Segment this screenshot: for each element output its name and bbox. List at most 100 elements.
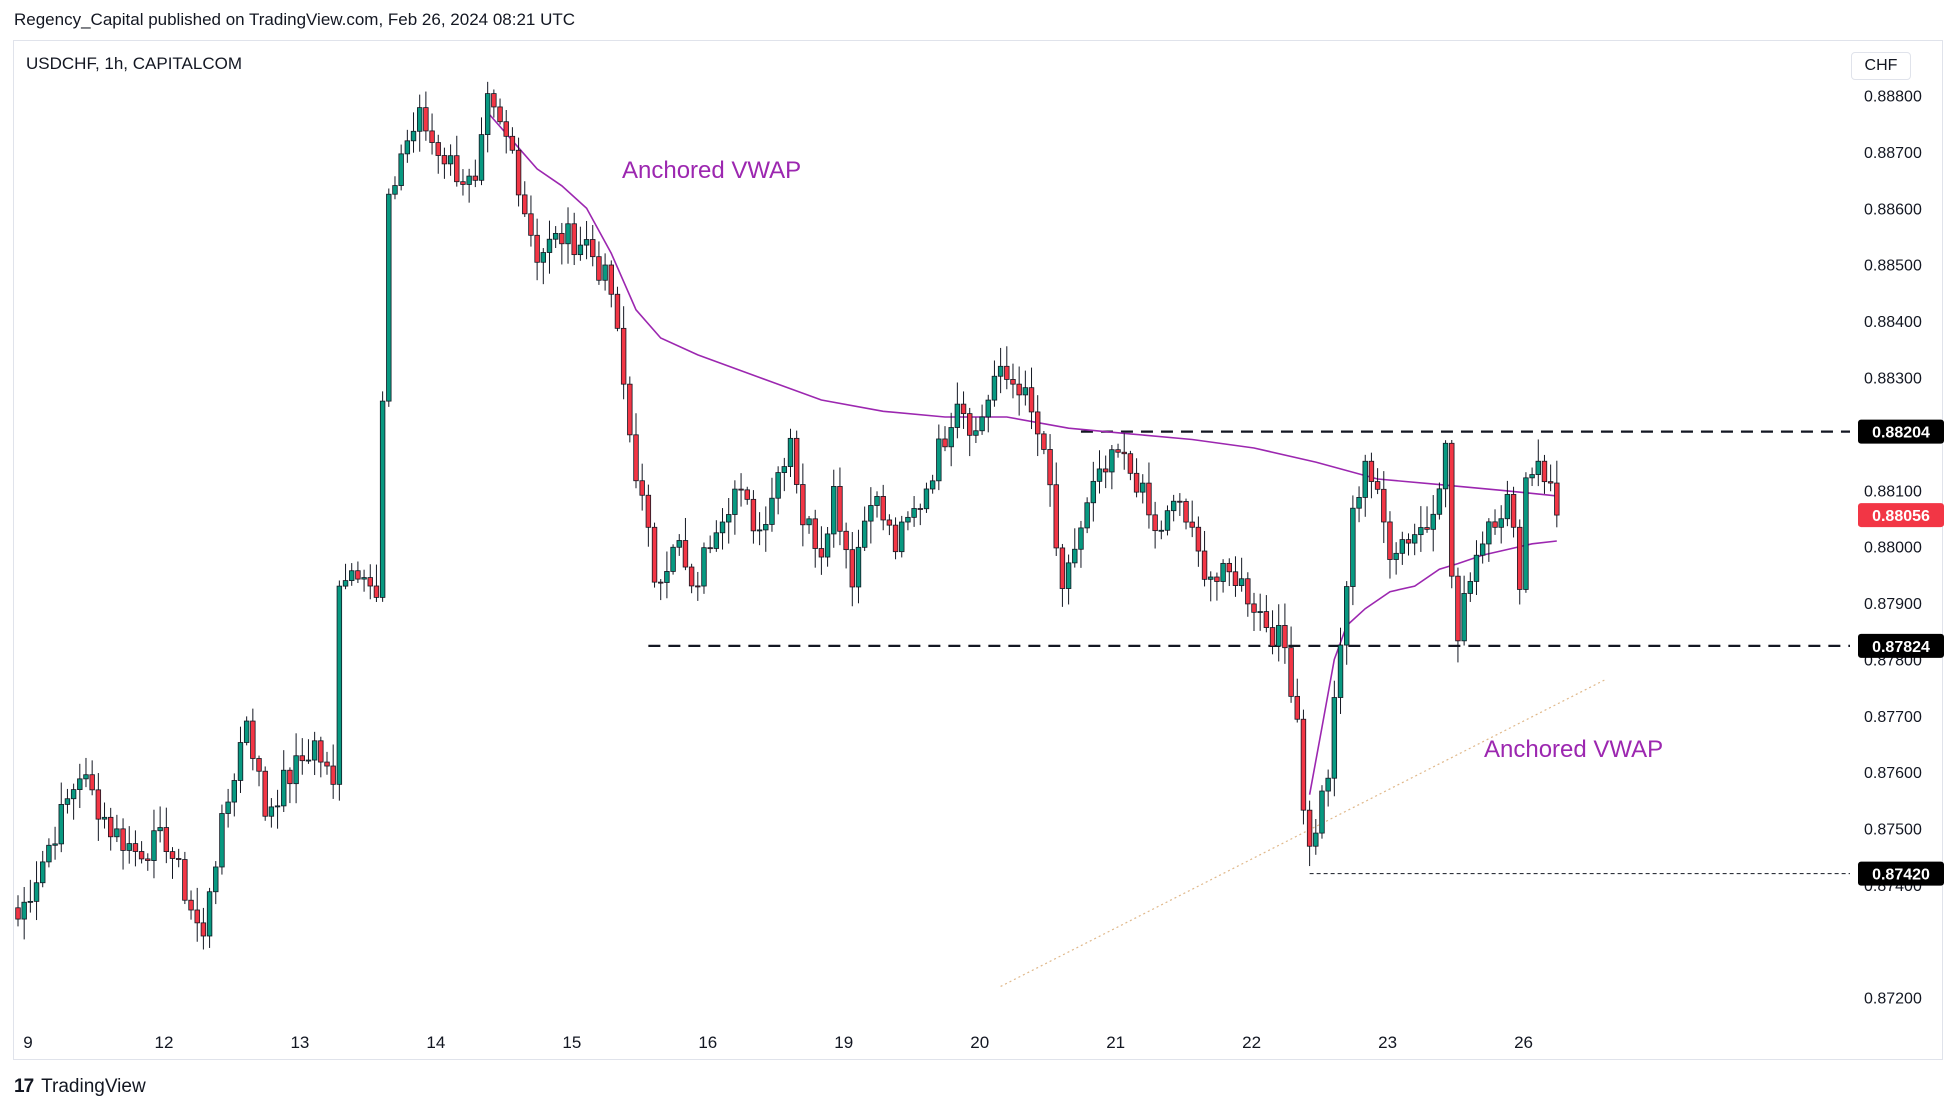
candle <box>101 802 108 829</box>
candle <box>546 220 553 274</box>
candle <box>46 838 52 868</box>
candle <box>342 563 349 590</box>
candle <box>1090 461 1097 522</box>
candle <box>318 736 324 778</box>
candle-body <box>719 521 726 534</box>
candle <box>145 853 151 871</box>
candle <box>769 477 775 532</box>
candle-body <box>460 181 466 185</box>
price-tick-label: 0.88700 <box>1864 145 1922 162</box>
candle <box>651 522 658 588</box>
candle <box>707 535 713 554</box>
currency-button[interactable]: CHF <box>1851 52 1911 80</box>
candle <box>726 498 732 544</box>
candle <box>1022 370 1029 406</box>
candle <box>1177 493 1183 516</box>
candle-body <box>194 909 200 924</box>
candle <box>1121 433 1127 470</box>
vwap-annotation-2: Anchored VWAP <box>1484 736 1663 763</box>
candle-body <box>781 466 788 473</box>
candle <box>1461 575 1467 646</box>
price-badge-bg <box>1858 861 1944 886</box>
candle <box>787 428 794 478</box>
candle <box>515 137 522 207</box>
candle <box>1245 572 1251 617</box>
candle-body <box>169 851 176 859</box>
candle-body <box>1319 790 1325 834</box>
candle-body <box>503 121 509 137</box>
candle <box>305 739 312 764</box>
candle-body <box>114 828 120 838</box>
price-badge-text: 0.87824 <box>1872 639 1930 656</box>
candle <box>880 484 886 531</box>
candle-body <box>559 232 565 245</box>
candle <box>175 848 182 868</box>
candle <box>169 847 176 879</box>
price-tick-label: 0.88800 <box>1864 89 1922 106</box>
candle-body <box>1053 484 1059 549</box>
candle-body <box>1201 550 1208 580</box>
candle-body <box>658 581 664 584</box>
candle <box>299 738 305 775</box>
candle <box>386 188 392 407</box>
candle-body <box>763 524 769 531</box>
candle <box>416 94 423 152</box>
candle <box>1016 366 1022 416</box>
candle <box>1350 495 1356 606</box>
candle-body <box>1245 578 1251 605</box>
candle <box>349 563 355 586</box>
annotations-layer: Anchored VWAP Anchored VWAP <box>622 157 1663 763</box>
candle <box>509 127 516 154</box>
candle-body <box>880 496 886 521</box>
candle-body <box>1164 510 1171 531</box>
candle-body <box>1313 832 1319 847</box>
candle <box>1344 581 1350 665</box>
candle-body <box>1195 526 1202 552</box>
candle-body <box>1387 521 1393 560</box>
candle-body <box>1374 481 1381 490</box>
candle <box>58 782 64 853</box>
candle <box>658 579 664 601</box>
price-tick-label: 0.88400 <box>1864 314 1922 331</box>
candle-body <box>1331 697 1338 779</box>
time-tick-label: 21 <box>1106 1033 1125 1052</box>
tradingview-brand[interactable]: TradingView <box>41 1076 146 1097</box>
candle-body <box>256 758 262 772</box>
candle-body <box>1226 562 1232 573</box>
candle <box>1010 363 1016 399</box>
candle <box>1158 520 1164 540</box>
candles-layer <box>15 81 1560 950</box>
candle-body <box>287 769 293 785</box>
candle-body <box>676 540 682 548</box>
candle <box>108 807 114 851</box>
candle-body <box>818 548 825 558</box>
candle <box>843 522 849 569</box>
candle-body <box>991 375 998 401</box>
candle-body <box>1535 460 1541 475</box>
candle <box>256 755 262 787</box>
candle <box>1269 610 1276 655</box>
time-tick-label: 12 <box>154 1033 173 1052</box>
candle-body <box>608 264 614 295</box>
candle <box>1127 450 1134 481</box>
level-price-badge: 0.88204 <box>1858 419 1944 444</box>
candle <box>1554 460 1560 528</box>
candle-body <box>960 403 967 415</box>
candle-body <box>732 488 738 515</box>
candle-body <box>942 438 948 448</box>
candle <box>355 561 361 584</box>
candle <box>423 91 429 141</box>
candle <box>1479 531 1486 564</box>
candle-body <box>52 843 58 846</box>
candle <box>157 806 163 843</box>
tradingview-logo-icon[interactable]: 17 <box>14 1076 34 1097</box>
candle <box>979 404 985 435</box>
candle <box>1319 785 1325 839</box>
candle <box>1078 520 1084 568</box>
candle <box>1467 572 1473 602</box>
candle <box>1381 471 1387 544</box>
candle <box>676 534 682 556</box>
candle-body <box>695 585 701 588</box>
candle-body <box>1146 482 1152 516</box>
